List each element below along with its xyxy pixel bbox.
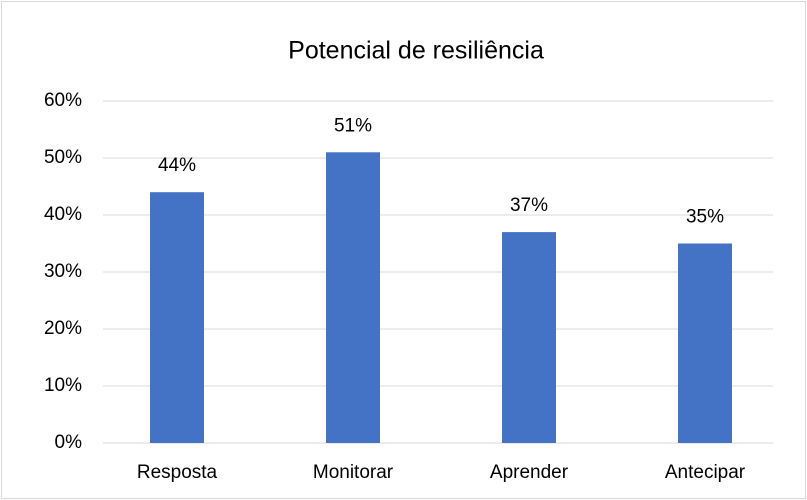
chart-title: Potencial de resiliência bbox=[288, 37, 544, 65]
y-tick-label: 60% bbox=[44, 90, 82, 111]
data-label: 35% bbox=[686, 207, 724, 228]
y-tick-label: 0% bbox=[55, 432, 83, 453]
data-label: 37% bbox=[510, 195, 548, 216]
bar bbox=[150, 192, 204, 443]
bar bbox=[502, 232, 556, 443]
y-tick-label: 30% bbox=[44, 261, 82, 282]
bar bbox=[678, 243, 732, 443]
y-tick-label: 10% bbox=[44, 375, 82, 396]
data-label: 44% bbox=[158, 155, 196, 176]
x-tick-label: Monitorar bbox=[313, 462, 394, 483]
x-tick-label: Antecipar bbox=[665, 462, 746, 483]
data-label: 51% bbox=[334, 115, 372, 136]
x-tick-label: Aprender bbox=[490, 462, 569, 483]
bar bbox=[326, 152, 380, 444]
x-tick-label: Resposta bbox=[137, 462, 218, 483]
y-tick-label: 50% bbox=[44, 147, 82, 168]
y-tick-label: 40% bbox=[44, 204, 82, 225]
y-tick-label: 20% bbox=[44, 318, 82, 339]
